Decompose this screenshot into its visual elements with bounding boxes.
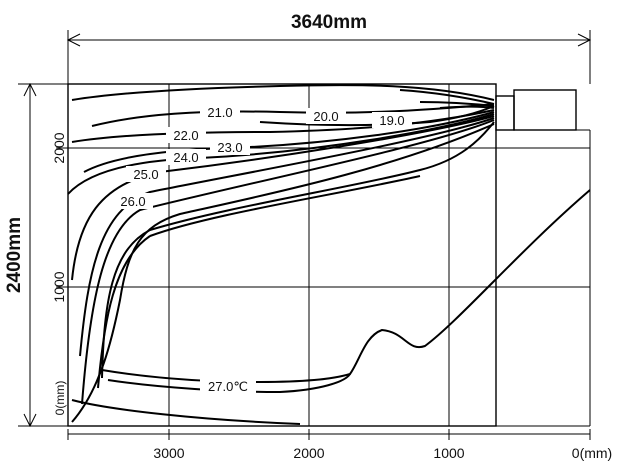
contour-line	[97, 175, 421, 389]
y-tick-2000: 2000	[51, 132, 67, 163]
contour-label-24: 24.0	[173, 150, 198, 165]
contour-line-21	[91, 103, 495, 127]
contour-label-22: 22.0	[173, 128, 198, 143]
width-label: 3640mm	[291, 12, 367, 33]
contour-labels: 21.0 20.0 19.0 22.0 23.0 24.0 25.0 26.0 …	[113, 104, 412, 394]
y-axis: 2000 1000 0(mm)	[51, 132, 67, 415]
contour-line-27	[101, 121, 495, 379]
contour-label-21: 21.0	[207, 105, 232, 120]
contour-line	[71, 399, 301, 425]
y-tick-0: 0(mm)	[53, 381, 67, 416]
contour-line-24	[67, 113, 495, 195]
contour-label-25: 25.0	[133, 167, 158, 182]
contour-line-26	[79, 117, 495, 357]
contour-line-25	[71, 115, 495, 281]
contour-label-23: 23.0	[217, 140, 242, 155]
contour-line	[81, 119, 495, 405]
contour-label-19: 19.0	[379, 113, 404, 128]
width-dimension: 3640mm	[66, 12, 592, 84]
contour-line	[419, 101, 495, 107]
height-label: 2400mm	[4, 217, 25, 293]
contour-label-20: 20.0	[313, 109, 338, 124]
contour-line	[439, 105, 495, 109]
contour-line	[107, 373, 351, 394]
contour-line-20	[399, 89, 495, 105]
air-conditioner-unit	[495, 89, 591, 426]
x-tick-2000: 2000	[293, 445, 324, 461]
contour-line	[71, 84, 495, 101]
grid	[56, 84, 590, 427]
height-dimension: 2400mm	[4, 82, 66, 428]
contour-label-26: 26.0	[120, 194, 145, 209]
contour-line	[101, 189, 591, 384]
x-axis: 3000 2000 1000 0(mm)	[67, 429, 612, 461]
contour-label-27: 27.0℃	[208, 379, 248, 394]
contour-line	[71, 123, 495, 423]
x-tick-3000: 3000	[153, 445, 184, 461]
contour-line-22	[71, 109, 495, 143]
x-tick-0: 0(mm)	[572, 445, 612, 461]
x-tick-1000: 1000	[433, 445, 464, 461]
contour-lines	[67, 84, 591, 425]
y-tick-1000: 1000	[51, 271, 67, 302]
